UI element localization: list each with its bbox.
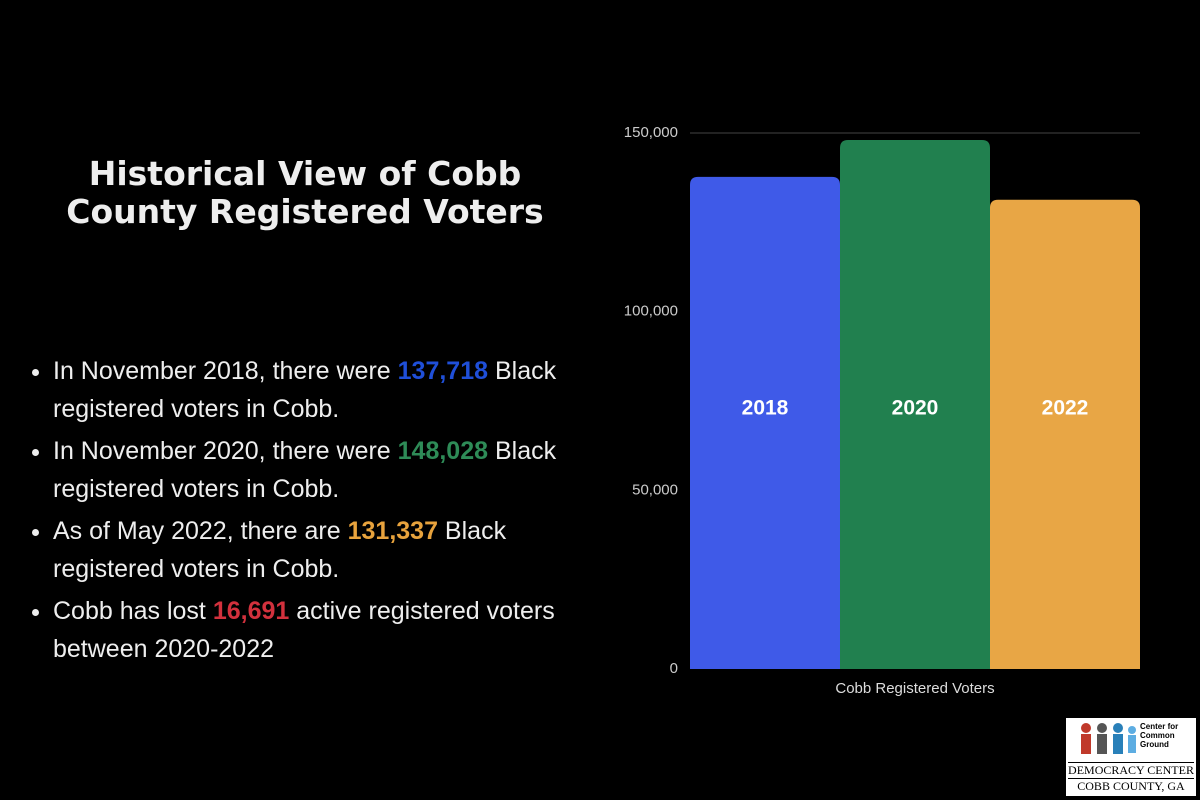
logo: Center for Common Ground DEMOCRACY CENTE… [1066,718,1196,796]
bullet-list: In November 2018, there were 137,718 Bla… [25,352,613,672]
bullet-before: In November 2018, there were [53,357,398,385]
bullet-before: In November 2020, there were [53,437,398,465]
bullet-number: 131,337 [347,517,438,545]
bullet-number: 16,691 [212,597,290,625]
y-tick-label: 0 [670,660,678,677]
bar [690,176,840,669]
logo-line3: COBB COUNTY, GA [1068,778,1194,794]
bullet-after: active registered voters between 2020-20… [53,597,555,663]
logo-line1: Center for Common Ground [1140,722,1179,749]
bullet-after: Black registered voters in Cobb. [53,517,507,583]
bullet-before: As of May 2022, there are [53,517,348,545]
bar [840,140,990,669]
logo-art [1081,723,1136,754]
bullet-after: Black registered voters in Cobb. [53,357,557,423]
bullet: In November 2018, there were 137,718 Bla… [53,352,613,428]
bullet-number: 148,028 [397,437,489,465]
bullet-before: Cobb has lost [53,597,213,625]
bullet: Cobb has lost 16,691 active registered v… [53,592,613,668]
y-tick-label: 50,000 [632,481,678,498]
bullet: As of May 2022, there are 131,337 Black … [53,512,613,588]
bullet: In November 2020, there were 148,028 Bla… [53,432,613,508]
bullet-after: Black registered voters in Cobb. [53,437,557,503]
logo-line2: DEMOCRACY CENTER [1068,762,1194,777]
bar [990,199,1140,669]
bar-label: 2020 [892,397,939,420]
bar-label: 2018 [742,397,789,420]
y-tick-label: 150,000 [624,124,678,141]
bar-label: 2022 [1042,397,1089,420]
bullet-number: 137,718 [397,357,489,385]
x-axis-label: Cobb Registered Voters [835,680,994,697]
title: Historical View of Cobb County Registere… [66,154,544,231]
y-tick-label: 100,000 [624,303,678,320]
